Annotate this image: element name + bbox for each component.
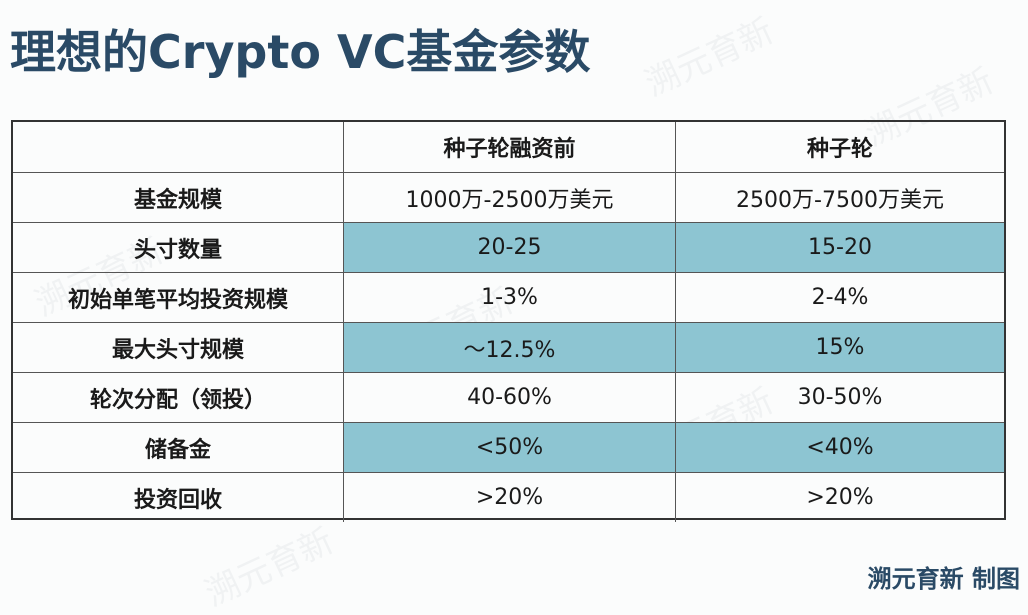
watermark: 溯元育新	[639, 10, 780, 105]
table-row: 初始单笔平均投资规模 1-3% 2-4%	[13, 272, 1004, 322]
pre-seed-value: >20%	[343, 473, 675, 522]
pre-seed-value: ～12.5%	[343, 323, 675, 372]
watermark: 溯元育新	[199, 520, 340, 615]
row-label: 轮次分配（领投）	[89, 387, 266, 413]
seed-value: 2500万-7500万美元	[675, 173, 1004, 222]
pre-seed-value: 20-25	[343, 223, 675, 272]
row-label: 储备金	[144, 437, 211, 463]
credit-label: 溯元育新 制图	[867, 565, 1020, 593]
table-header-row: 种子轮融资前 种子轮	[13, 122, 1004, 172]
seed-value: 2-4%	[675, 273, 1004, 322]
parameters-table: 种子轮融资前 种子轮 基金规模 1000万-2500万美元 2500万-7500…	[11, 120, 1006, 522]
page-title: 理想的Crypto VC基金参数	[10, 25, 591, 79]
header-cell-seed: 种子轮	[675, 122, 1004, 172]
table-row: 轮次分配（领投） 40-60% 30-50%	[13, 372, 1004, 422]
row-label: 头寸数量	[133, 237, 222, 263]
seed-value: 15%	[675, 323, 1004, 372]
seed-value: <40%	[675, 423, 1004, 472]
table-row: 头寸数量 20-25 15-20	[13, 222, 1004, 272]
row-label: 基金规模	[133, 187, 222, 213]
row-label: 初始单笔平均投资规模	[67, 287, 288, 313]
seed-value: 30-50%	[675, 373, 1004, 422]
header-cell-pre-seed: 种子轮融资前	[343, 122, 675, 172]
table-row: 储备金 <50% <40%	[13, 422, 1004, 472]
table-row: 基金规模 1000万-2500万美元 2500万-7500万美元	[13, 172, 1004, 222]
header-cell-empty	[13, 122, 343, 172]
pre-seed-value: 1000万-2500万美元	[343, 173, 675, 222]
pre-seed-value: 1-3%	[343, 273, 675, 322]
table-row: 投资回收 >20% >20%	[13, 472, 1004, 522]
pre-seed-value: <50%	[343, 423, 675, 472]
row-label: 投资回收	[133, 487, 222, 513]
seed-value: 15-20	[675, 223, 1004, 272]
pre-seed-value: 40-60%	[343, 373, 675, 422]
table-row: 最大头寸规模 ～12.5% 15%	[13, 322, 1004, 372]
row-label: 最大头寸规模	[111, 337, 244, 363]
seed-value: >20%	[675, 473, 1004, 522]
